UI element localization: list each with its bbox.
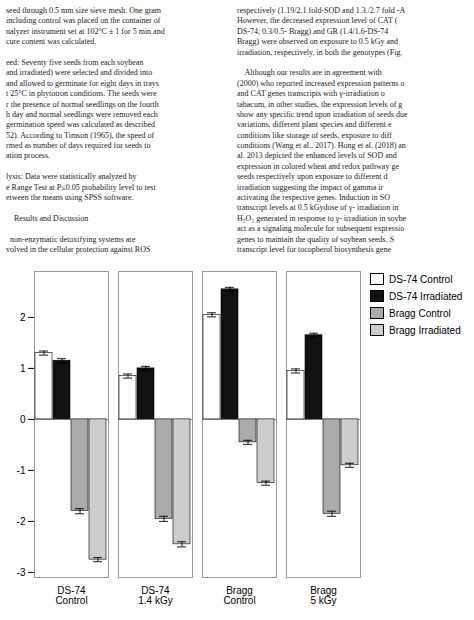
- svg-text:DS-74Control: DS-74Control: [55, 585, 87, 606]
- svg-text:-1: -1: [17, 465, 26, 476]
- html-text:respectively (1.19/2.1 fold-SO: respectively (1.19/2.1 fold-SOD and 1.3.…: [237, 6, 408, 254]
- html-text:DS-74 Irradiated: DS-74 Irradiated: [389, 290, 463, 302]
- html-text:seed through 0.5 mm size sieve: seed through 0.5 mm size sieve mesh. One…: [6, 6, 165, 254]
- html-text:DS-74 Control: DS-74 Control: [389, 273, 453, 285]
- html-text:Bragg Irradiated: Bragg Irradiated: [389, 324, 461, 336]
- svg-text:Bragg5 kGy: Bragg5 kGy: [310, 585, 337, 606]
- svg-text:-2: -2: [17, 516, 26, 527]
- html-text:Bragg Control: Bragg Control: [389, 307, 451, 319]
- svg-text:BraggControl: BraggControl: [223, 585, 255, 606]
- svg-text:1: 1: [20, 363, 26, 374]
- svg-text:-3: -3: [17, 567, 26, 578]
- svg-text:DS-741.4 kGy: DS-741.4 kGy: [138, 585, 172, 606]
- svg-text:0: 0: [20, 414, 26, 425]
- svg-text:2: 2: [20, 312, 26, 323]
